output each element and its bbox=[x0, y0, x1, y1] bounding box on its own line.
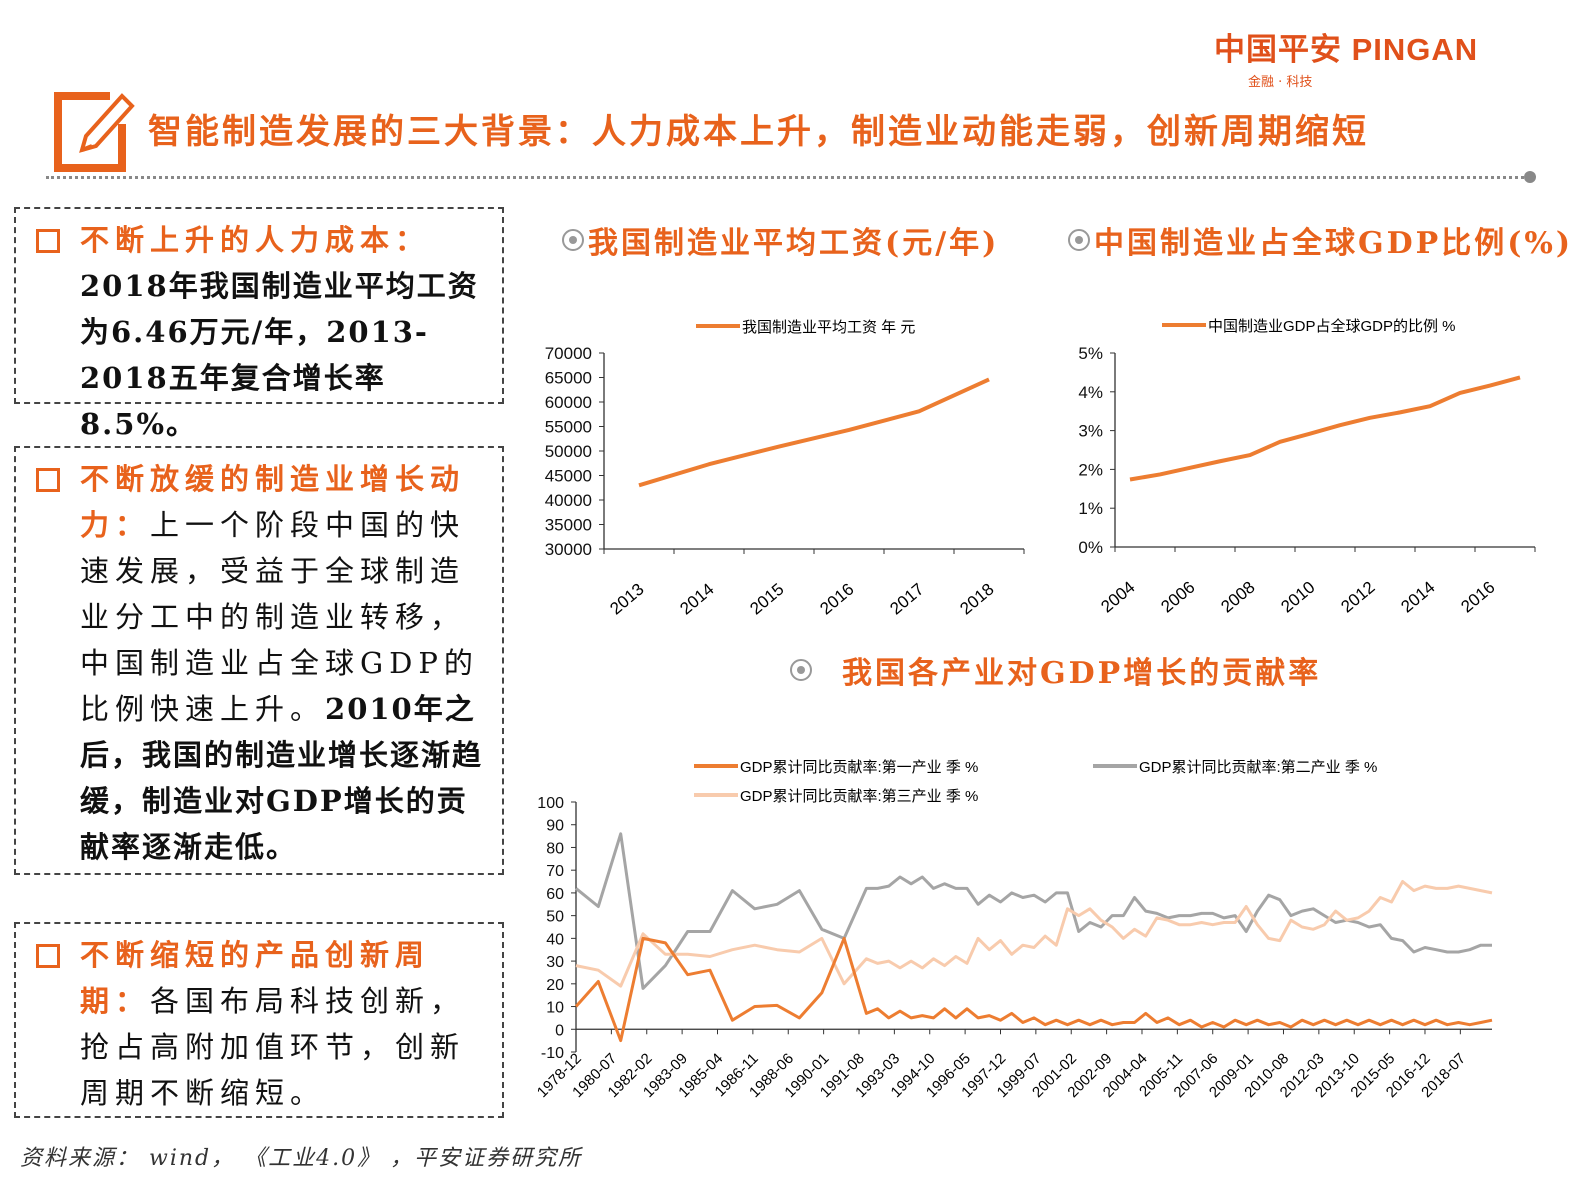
y-tick-label: 70000 bbox=[545, 344, 592, 363]
box-bold-text: 2010年之后，我国的制造业增长逐渐趋缓，制造业对GDP增长的贡献率逐渐走低。 bbox=[80, 692, 484, 864]
box-heading: 不断上升的人力成本： bbox=[80, 223, 431, 257]
checkbox-square-icon bbox=[36, 468, 60, 492]
y-tick-label: 30000 bbox=[545, 540, 592, 559]
x-tick-label: 2006 bbox=[1157, 578, 1198, 617]
x-tick-label: 2015 bbox=[746, 580, 787, 619]
source-note: 资料来源： wind， 《工业4.0》 ，平安证券研究所 bbox=[20, 1146, 583, 1171]
y-tick-label: 2% bbox=[1078, 460, 1103, 479]
x-tick-label: 2012 bbox=[1337, 578, 1378, 617]
checkbox-square-icon bbox=[36, 229, 60, 253]
x-tick-label: 2017 bbox=[886, 580, 927, 619]
title-divider bbox=[46, 176, 1530, 179]
page-title: 智能制造发展的三大背景：人力成本上升，制造业动能走弱，创新周期缩短 bbox=[148, 112, 1369, 152]
y-tick-label: 100 bbox=[537, 795, 564, 812]
pingan-logo: 中国平安 PINGAN 金融 · 科技 bbox=[1214, 24, 1534, 90]
box-innovation-cycle: 不断缩短的产品创新周期：各国布局科技创新，抢占高附加值环节，创新周期不断缩短。 bbox=[14, 922, 504, 1118]
radio-bullet-icon bbox=[790, 659, 812, 681]
y-tick-label: 20 bbox=[546, 977, 564, 994]
y-tick-label: -10 bbox=[541, 1045, 564, 1062]
legend-label: GDP累计同比贡献率:第二产业 季 % bbox=[1139, 758, 1377, 776]
box-labor-cost: 不断上升的人力成本： 2018年我国制造业平均工资为6.46万元/年，2013-2… bbox=[14, 207, 504, 441]
y-tick-label: 70 bbox=[546, 863, 564, 880]
legend-label: 我国制造业平均工资 年 元 bbox=[742, 319, 915, 336]
x-tick-label: 2014 bbox=[1397, 578, 1438, 617]
box-bold-text: 2018年我国制造业平均工资为6.46万元/年，2013-2018五年复合增长率… bbox=[80, 269, 479, 441]
x-tick-label: 2010 bbox=[1277, 578, 1318, 617]
wage-chart-title: 我国制造业平均工资(元/年) bbox=[562, 218, 999, 262]
checkbox-square-icon bbox=[36, 944, 60, 968]
y-tick-label: 60 bbox=[546, 886, 564, 903]
y-tick-label: 40000 bbox=[545, 491, 592, 510]
box-heading: 不断缩短的产品创新周期： bbox=[80, 938, 431, 1018]
y-tick-label: 50000 bbox=[545, 442, 592, 461]
contrib-series-line-2 bbox=[575, 832, 1492, 990]
x-tick-label: 2013 bbox=[606, 580, 647, 619]
title-text: 中国制造业占全球GDP比例(%) bbox=[1094, 226, 1574, 261]
x-tick-label: 2014 bbox=[676, 580, 717, 619]
x-tick-label: 2018 bbox=[956, 580, 997, 619]
legend-label: GDP累计同比贡献率:第一产业 季 % bbox=[740, 758, 978, 776]
y-tick-label: 80 bbox=[546, 840, 564, 857]
box-normal-text: 各国布局科技创新，抢占高附加值环节，创新周期不断缩短。 bbox=[80, 984, 466, 1110]
y-tick-label: 65000 bbox=[545, 369, 592, 388]
box-growth-momentum: 不断放缓的制造业增长动力：上一个阶段中国的快速发展，受益于全球制造业分工中的制造… bbox=[14, 446, 504, 875]
x-tick-label: 2016 bbox=[816, 580, 857, 619]
share-series-line bbox=[1129, 375, 1521, 482]
wage-series-line bbox=[638, 377, 990, 488]
legend-label: GDP累计同比贡献率:第三产业 季 % bbox=[740, 787, 978, 805]
contrib-series-line-1 bbox=[574, 936, 1493, 1043]
y-tick-label: 45000 bbox=[545, 467, 592, 486]
radio-bullet-icon bbox=[562, 229, 584, 251]
y-tick-label: 30 bbox=[546, 954, 564, 971]
logo-tagline: 金融 · 科技 bbox=[1248, 75, 1313, 90]
y-tick-label: 10 bbox=[546, 1000, 564, 1017]
radio-bullet-icon bbox=[1068, 229, 1090, 251]
legend-label: 中国制造业GDP占全球GDP的比例 % bbox=[1208, 317, 1456, 335]
title-text: 我国制造业平均工资(元/年) bbox=[588, 226, 1000, 261]
share-chart-title: 中国制造业占全球GDP比例(%) bbox=[1068, 218, 1573, 262]
y-tick-label: 50 bbox=[546, 909, 564, 926]
y-tick-label: 5% bbox=[1078, 344, 1103, 363]
y-tick-label: 0 bbox=[555, 1022, 564, 1039]
y-tick-label: 1% bbox=[1078, 499, 1103, 518]
y-tick-label: 0% bbox=[1078, 538, 1103, 557]
contrib-chart-title: 我国各产业对GDP增长的贡献率 bbox=[790, 648, 1321, 692]
y-tick-label: 35000 bbox=[545, 516, 592, 535]
y-tick-label: 40 bbox=[546, 931, 564, 948]
x-tick-label: 2016 bbox=[1457, 578, 1498, 617]
y-tick-label: 90 bbox=[546, 818, 564, 835]
y-tick-label: 55000 bbox=[545, 418, 592, 437]
y-tick-label: 4% bbox=[1078, 383, 1103, 402]
divider-end-dot bbox=[1524, 171, 1536, 183]
title-text: 我国各产业对GDP增长的贡献率 bbox=[842, 656, 1322, 691]
contrib-series-line-3 bbox=[575, 880, 1493, 988]
box-heading: 不断放缓的制造业增长动力： bbox=[80, 462, 466, 542]
logo-wordmark: 中国平安 PINGAN bbox=[1214, 32, 1479, 67]
x-tick-label: 2004 bbox=[1097, 578, 1138, 617]
y-tick-label: 60000 bbox=[545, 393, 592, 412]
box-normal-text: 上一个阶段中国的快速发展，受益于全球制造业分工中的制造业转移，中国制造业占全球G… bbox=[80, 508, 479, 726]
edit-pencil-icon bbox=[54, 92, 135, 172]
x-tick-label: 2008 bbox=[1217, 578, 1258, 617]
y-tick-label: 3% bbox=[1078, 422, 1103, 441]
